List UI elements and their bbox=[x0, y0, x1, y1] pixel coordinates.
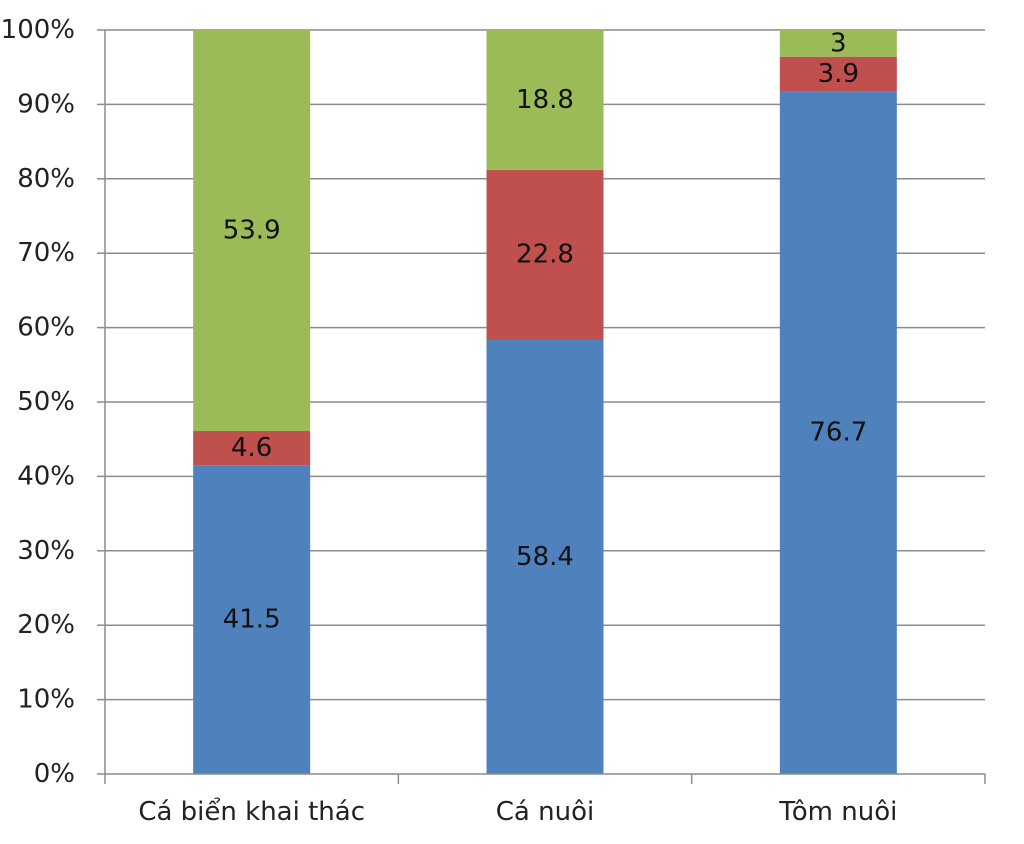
bar-segment bbox=[486, 339, 604, 774]
data-label: 3 bbox=[830, 28, 847, 58]
y-tick-label: 60% bbox=[17, 313, 75, 343]
bar-segment bbox=[779, 30, 897, 57]
bar-segment bbox=[779, 91, 897, 775]
bar-segment bbox=[193, 465, 311, 774]
bar-segment bbox=[486, 30, 604, 170]
bar-segment bbox=[193, 431, 311, 466]
data-label: 18.8 bbox=[516, 85, 574, 115]
data-label: 3.9 bbox=[818, 59, 859, 89]
data-label: 58.4 bbox=[516, 542, 574, 572]
data-label: 22.8 bbox=[516, 240, 574, 270]
x-category-label: Tôm nuôi bbox=[778, 797, 897, 827]
data-labels: 41.5 4.6 53.9 58.4 22.8 18.8 76.7 3.93 bbox=[223, 28, 868, 634]
y-tick-label: 100% bbox=[1, 15, 75, 45]
data-label: 53.9 bbox=[223, 216, 281, 246]
bars bbox=[193, 30, 897, 775]
axes: 0% 10% 20% 30% 40% 50% 60% 70% 80% 90% 100% Cá biển… bbox=[1, 15, 986, 827]
y-tick-label: 0% bbox=[34, 759, 75, 789]
y-tick-label: 90% bbox=[17, 89, 75, 119]
y-tick-label: 30% bbox=[17, 536, 75, 566]
bar-segment bbox=[193, 30, 311, 432]
y-tick-label: 20% bbox=[17, 610, 75, 640]
bar-segment bbox=[486, 169, 604, 340]
y-tick-label: 40% bbox=[17, 461, 75, 491]
y-tick-label: 70% bbox=[17, 238, 75, 268]
y-tick-label: 10% bbox=[17, 685, 75, 715]
bar-segment bbox=[779, 56, 897, 92]
data-label: 41.5 bbox=[223, 605, 281, 635]
x-category-label: Cá biển khai thác bbox=[138, 796, 365, 827]
data-label: 4.6 bbox=[231, 433, 272, 463]
y-tick-label: 50% bbox=[17, 387, 75, 417]
x-category-label: Cá nuôi bbox=[496, 797, 594, 827]
data-label: 76.7 bbox=[809, 418, 867, 448]
y-tick-label: 80% bbox=[17, 164, 75, 194]
